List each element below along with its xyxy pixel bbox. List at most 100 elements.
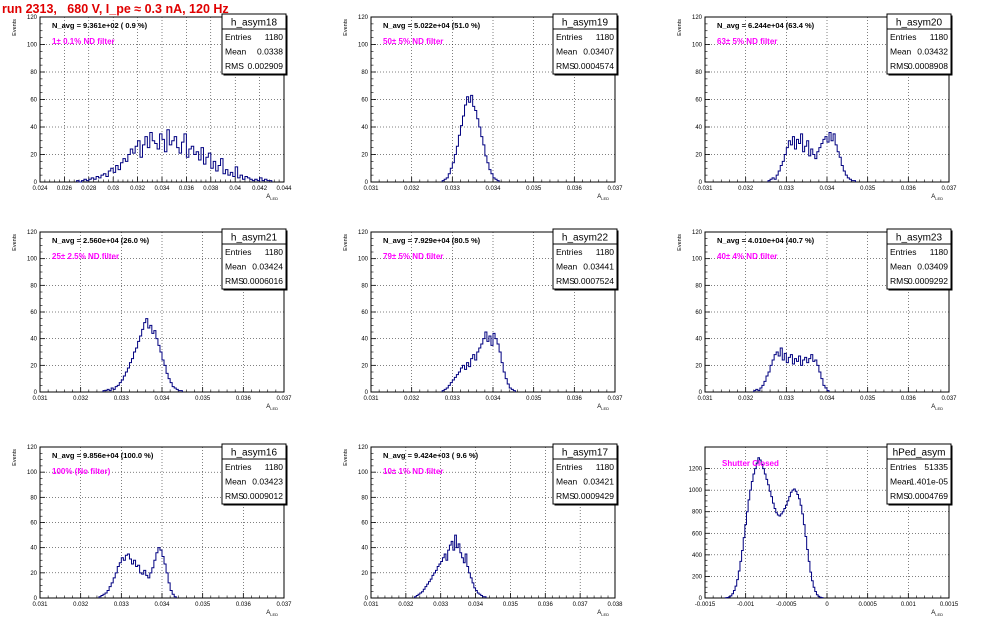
filter-annotation: 1± 0.1% ND filter	[52, 37, 115, 46]
stats-entries-label: Entries	[556, 247, 582, 257]
y-tick-label: 100	[692, 43, 703, 49]
x-tick-label: 0.032	[398, 602, 414, 608]
filter-annotation: 25± 2.5% ND filter	[52, 252, 119, 261]
stats-rms-label: RMS	[556, 276, 575, 286]
y-axis-title: Events	[12, 19, 18, 36]
x-axis-title: ALED	[597, 194, 609, 201]
histogram-panel-h_asym17: 0.031 0.032 0.033 0.034 0.035 0.036 0.037 0.038…	[343, 443, 623, 617]
histogram-panel-h_asym23: 0.031 0.032 0.033 0.034 0.035 0.036 0.037 0 20 40…	[677, 228, 957, 411]
y-tick-label: 60	[695, 310, 702, 316]
x-tick-label: 0.037	[607, 186, 623, 192]
histogram-panel-h_asym20: 0.031 0.032 0.033 0.034 0.035 0.036 0.037 0 20 40…	[677, 13, 957, 201]
filter-annotation: 40± 4% ND filter	[717, 252, 777, 261]
x-tick-label: 0.032	[73, 602, 89, 608]
y-tick-label: 100	[692, 257, 703, 263]
histogram-panel-h_asym19: 0.031 0.032 0.033 0.034 0.035 0.036 0.037 0 20 40…	[343, 13, 623, 201]
stats-box	[886, 13, 952, 75]
x-axis-title: ALED	[266, 610, 278, 617]
y-tick-label: 120	[692, 230, 703, 236]
stats-entries-value: 1180	[596, 462, 615, 472]
x-axis-title: ALED	[266, 404, 278, 411]
stats-box	[886, 443, 952, 505]
y-tick-label: 60	[695, 98, 702, 104]
x-tick-label: 0.026	[57, 186, 73, 192]
stats-rms-value: 0.0007524	[574, 276, 614, 286]
stats-mean-label: Mean	[890, 262, 912, 272]
stats-entries-value: 1180	[930, 247, 949, 257]
x-tick-label: 0.024	[32, 186, 48, 192]
histogram-name: h_asym21	[231, 233, 278, 244]
y-tick-label: 100	[27, 470, 38, 476]
stats-rms-value: 0.0008908	[908, 61, 948, 71]
stats-mean-value: 0.03407	[583, 47, 614, 57]
x-tick-label: 0.033	[779, 186, 795, 192]
x-tick-label: 0.035	[860, 186, 876, 192]
y-tick-label: 80	[361, 283, 368, 289]
y-tick-label: 100	[358, 257, 369, 263]
y-tick-label: 120	[692, 15, 703, 21]
y-axis-title: Events	[343, 449, 349, 466]
stats-entries-value: 1180	[265, 462, 284, 472]
stats-rms-value: 0.0004574	[574, 61, 614, 71]
x-tick-label: 0.033	[445, 396, 461, 402]
x-tick-label: 0.035	[195, 396, 211, 402]
navg-label: N_avg = 2.560e+04 (26.0 %)	[52, 236, 150, 245]
stats-mean-label: Mean	[225, 477, 247, 487]
x-tick-label: 0.028	[81, 186, 97, 192]
histogram-line	[98, 547, 177, 598]
histogram-name: h_asym20	[896, 18, 943, 29]
y-tick-label: 0	[34, 596, 38, 602]
x-tick-label: 0.031	[697, 186, 713, 192]
stats-mean-label: Mean	[890, 47, 912, 57]
stats-rms-label: RMS	[890, 61, 909, 71]
y-tick-label: 40	[695, 337, 702, 343]
y-tick-label: 0	[699, 596, 703, 602]
stats-rms-label: RMS	[890, 276, 909, 286]
y-tick-label: 20	[361, 571, 368, 577]
x-tick-label: 0.034	[154, 602, 170, 608]
stats-entries-label: Entries	[556, 462, 582, 472]
filter-annotation: 50± 5% ND filter	[383, 37, 443, 46]
x-axis-title: ALED	[931, 610, 943, 617]
y-tick-label: 80	[361, 70, 368, 76]
y-axis-title: Events	[12, 234, 18, 251]
x-tick-label: 0.034	[468, 602, 484, 608]
y-tick-label: 60	[361, 310, 368, 316]
y-tick-label: 20	[361, 153, 368, 159]
stats-rms-value: 0.002909	[248, 61, 284, 71]
x-tick-label: 0.036	[901, 186, 917, 192]
x-tick-label: 0.036	[567, 186, 583, 192]
stats-rms-label: RMS	[890, 491, 909, 501]
navg-label: N_avg = 4.010e+04 (40.7 %)	[717, 236, 815, 245]
histogram-panel-h_asym16: 0.031 0.032 0.033 0.034 0.035 0.036 0.037 0 20 40…	[12, 443, 292, 617]
stats-entries-label: Entries	[890, 32, 916, 42]
x-axis-title: ALED	[931, 194, 943, 201]
y-axis-title: Events	[12, 449, 18, 466]
stats-box	[552, 443, 618, 505]
x-tick-label: 0.035	[860, 396, 876, 402]
x-tick-label: 0	[825, 602, 829, 608]
x-tick-label: 0.032	[404, 186, 420, 192]
navg-label: N_avg = 9.856e+04 (100.0 %)	[52, 451, 154, 460]
x-tick-label: -0.0005	[776, 602, 797, 608]
x-tick-label: 0.035	[195, 602, 211, 608]
x-tick-label: 0.032	[404, 396, 420, 402]
stats-mean-value: 0.03423	[252, 477, 283, 487]
histogram-line	[76, 129, 273, 183]
x-tick-label: 0.031	[363, 186, 379, 192]
stats-entries-value: 1180	[265, 247, 284, 257]
histogram-line	[724, 457, 824, 599]
x-tick-label: 0.034	[485, 186, 501, 192]
histogram-name: h_asym16	[231, 448, 278, 459]
x-tick-label: 0.042	[252, 186, 268, 192]
y-tick-label: 60	[361, 98, 368, 104]
y-tick-label: 120	[27, 15, 38, 21]
x-tick-label: 0.036	[236, 602, 252, 608]
x-tick-label: 0.034	[819, 186, 835, 192]
y-tick-label: 200	[692, 574, 703, 580]
y-tick-label: 80	[695, 70, 702, 76]
stats-rms-value: 0.0009429	[574, 491, 614, 501]
x-tick-label: 0.037	[276, 602, 292, 608]
stats-box	[552, 228, 618, 290]
